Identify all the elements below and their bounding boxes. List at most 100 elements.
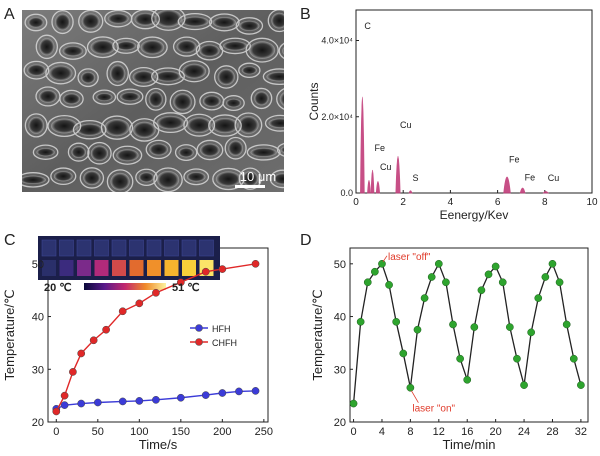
- peak-label: Cu: [380, 162, 392, 172]
- data-point: [463, 375, 472, 384]
- data-point: [470, 323, 479, 331]
- colorbar: [84, 283, 166, 290]
- legend-marker: [195, 338, 203, 346]
- sem-pore: [186, 117, 212, 134]
- sem-wall: [219, 37, 251, 55]
- thermal-cell-top: [199, 239, 214, 257]
- sem-wall: [250, 87, 273, 110]
- sem-wall: [269, 169, 284, 189]
- data-point: [392, 317, 401, 326]
- sem-pore: [28, 17, 44, 28]
- sem-wall: [245, 37, 279, 63]
- sem-pore: [217, 68, 235, 86]
- data-point: [548, 259, 557, 268]
- sem-wall: [267, 10, 284, 33]
- sem-wall: [79, 167, 105, 189]
- data-point: [513, 354, 521, 363]
- sem-micrograph: 10 μm: [22, 10, 284, 192]
- data-point: [60, 401, 69, 409]
- sem-pore: [156, 170, 180, 189]
- x-tick-label: 0: [53, 426, 59, 438]
- data-point: [427, 273, 436, 281]
- data-point: [356, 317, 365, 326]
- sem-pore: [81, 13, 100, 30]
- data-point: [251, 259, 260, 268]
- spectrum-peak: [503, 176, 511, 194]
- panel-letter-d: D: [300, 232, 312, 249]
- sem-pore: [266, 71, 284, 82]
- sem-wall: [212, 167, 245, 191]
- sem-wall: [59, 89, 84, 108]
- data-point: [442, 278, 450, 287]
- sem-wall: [112, 37, 140, 54]
- data-point: [577, 381, 585, 389]
- x-tick-label: 32: [575, 426, 587, 438]
- data-point: [371, 267, 379, 276]
- data-point: [93, 398, 102, 407]
- thermal-cell-bottom: [112, 260, 126, 276]
- data-point: [118, 307, 127, 316]
- sem-pore: [110, 64, 126, 83]
- data-point: [434, 259, 443, 268]
- thermal-cell-top: [129, 239, 144, 257]
- sem-wall: [32, 144, 59, 160]
- y-tick-label: 20: [334, 417, 346, 429]
- sem-wall: [214, 65, 239, 89]
- sem-pore: [202, 95, 221, 107]
- data-point: [378, 259, 386, 268]
- spectrum-peak: [408, 190, 413, 194]
- sem-pore: [280, 146, 284, 153]
- sem-wall: [278, 42, 284, 60]
- sem-pore: [50, 118, 78, 134]
- x-tick-label: 50: [92, 426, 104, 438]
- sem-pore: [226, 98, 242, 108]
- sem-wall: [128, 66, 159, 87]
- sem-wall: [145, 139, 172, 160]
- sem-pore: [212, 16, 237, 28]
- y-tick-label: 50: [334, 259, 346, 271]
- sem-wall: [264, 114, 284, 132]
- sem-wall: [72, 120, 107, 140]
- y-tick-label: 20: [32, 417, 44, 429]
- annotation-laser-on: laser "on": [412, 404, 455, 415]
- x-tick-label: 0: [350, 426, 356, 438]
- sem-wall: [183, 168, 210, 186]
- data-point: [399, 349, 408, 358]
- x-axis-label: Time/s: [139, 437, 178, 452]
- sem-wall: [169, 89, 196, 115]
- sem-pore: [90, 39, 116, 55]
- y-axis-label: Temperature/℃: [2, 289, 17, 380]
- data-point: [449, 320, 457, 329]
- data-point: [52, 407, 61, 416]
- sem-pore: [62, 45, 84, 57]
- peak-label: Fe: [375, 143, 386, 153]
- sem-pore: [182, 63, 207, 79]
- sem-pore: [28, 116, 45, 134]
- sem-pore: [36, 148, 55, 157]
- sem-wall: [51, 10, 74, 35]
- sem-wall: [100, 115, 134, 140]
- sem-wall: [276, 88, 284, 110]
- sem-pore: [211, 117, 239, 134]
- annotation-pointer: [411, 390, 419, 403]
- plot-frame: [349, 247, 589, 423]
- x-tick-label: 100: [130, 426, 148, 438]
- sem-pore: [181, 16, 209, 27]
- sem-wall: [23, 60, 50, 80]
- data-point: [363, 278, 372, 287]
- x-tick-label: 8: [407, 426, 413, 438]
- data-point: [527, 328, 536, 337]
- sem-pore: [178, 147, 194, 158]
- data-point: [89, 336, 98, 345]
- sem-wall: [276, 142, 284, 157]
- thermal-cell-top: [59, 239, 74, 257]
- series-line: [352, 262, 582, 404]
- sem-pore: [186, 172, 206, 182]
- thermal-cell-bottom: [77, 260, 91, 276]
- sem-wall: [238, 167, 262, 190]
- sem-wall: [153, 112, 188, 134]
- data-point: [498, 278, 507, 287]
- thermal-image: [38, 236, 220, 280]
- sem-wall: [45, 61, 77, 85]
- data-point: [218, 389, 227, 397]
